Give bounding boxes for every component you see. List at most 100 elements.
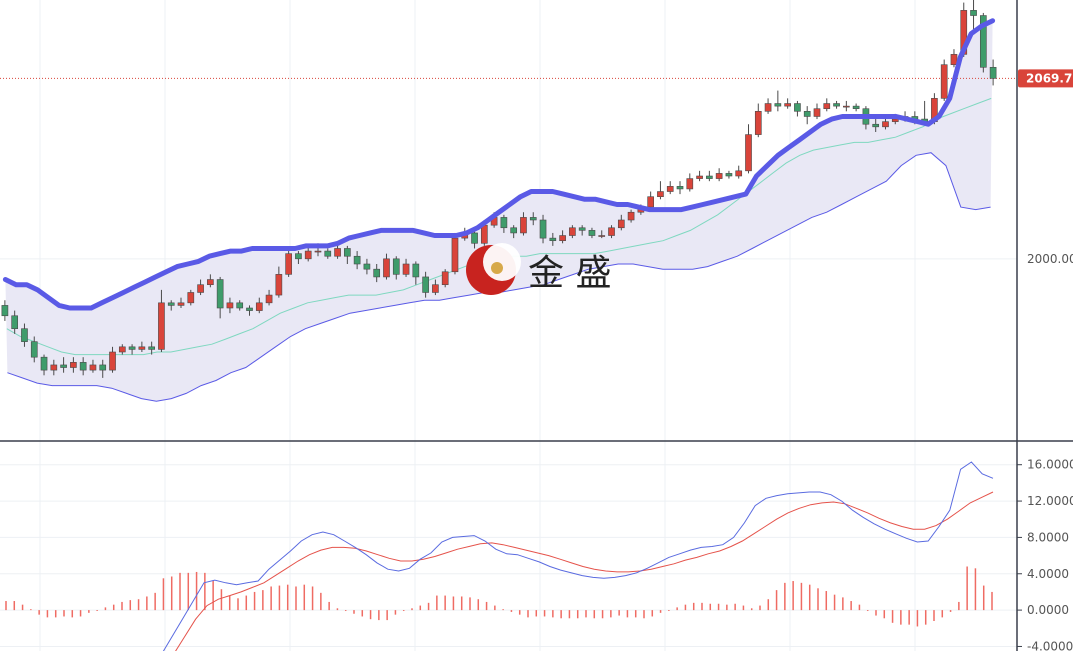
candle <box>559 230 566 244</box>
candle <box>872 119 880 132</box>
watermark: 金 盛 <box>466 243 611 295</box>
candle <box>79 357 87 376</box>
candle-body <box>872 123 880 128</box>
candle-body <box>422 276 429 293</box>
candle <box>285 248 292 277</box>
candle-body <box>30 341 38 358</box>
candle <box>813 103 821 120</box>
candle <box>608 225 615 239</box>
candle-body <box>569 227 576 236</box>
candle <box>774 90 782 112</box>
candle <box>529 212 537 226</box>
candle-body <box>50 364 58 371</box>
candle-body <box>745 134 752 172</box>
candle <box>843 100 850 112</box>
candle-body <box>148 346 155 350</box>
candle <box>539 214 547 244</box>
candle <box>794 100 801 117</box>
candle <box>373 264 381 283</box>
candle <box>21 323 28 347</box>
candle <box>1 300 9 321</box>
candle-body <box>11 315 19 330</box>
bollinger-band-fill <box>5 20 993 402</box>
candle-body <box>852 105 860 110</box>
candle-body <box>754 110 762 135</box>
candle <box>412 261 420 285</box>
candle <box>246 305 253 316</box>
candle-body <box>725 173 733 177</box>
candle <box>255 297 263 314</box>
candle-body <box>236 302 244 309</box>
candle-body <box>216 279 224 309</box>
candle <box>754 103 762 138</box>
candle-body <box>627 211 635 221</box>
price-pane[interactable]: 金 盛 <box>0 0 1017 402</box>
price-tick-label: 2000.00 <box>1027 252 1073 266</box>
candle <box>304 245 312 262</box>
candle-body <box>696 175 703 179</box>
candle <box>735 165 743 179</box>
candle <box>764 98 772 114</box>
candle <box>128 344 136 355</box>
candle-body <box>686 178 694 190</box>
candle <box>627 209 635 223</box>
candle-body <box>950 54 958 66</box>
candle <box>344 245 351 264</box>
candle-body <box>608 227 615 236</box>
candle <box>226 297 234 314</box>
candle-body <box>715 173 723 179</box>
candle-body <box>60 364 67 368</box>
macd-tick-label: -4.0000 <box>1027 639 1073 651</box>
candle <box>324 248 332 259</box>
candle-body <box>970 10 977 16</box>
candle <box>725 170 733 179</box>
candle <box>422 271 429 298</box>
candle <box>784 98 791 109</box>
candle-body <box>275 274 283 296</box>
candle <box>686 173 694 192</box>
candle <box>451 232 459 275</box>
candle-body <box>109 351 116 371</box>
candle <box>392 256 400 280</box>
candle <box>510 225 518 239</box>
candle-body <box>226 302 234 309</box>
candle <box>441 269 449 288</box>
candle-body <box>891 118 899 122</box>
candle <box>109 346 116 373</box>
candle-body <box>882 121 889 128</box>
candle-body <box>128 346 136 350</box>
candle <box>549 232 557 246</box>
candle <box>569 225 576 239</box>
candle <box>706 170 713 182</box>
candle-body <box>177 302 185 306</box>
candle <box>432 279 439 296</box>
candle <box>363 258 371 275</box>
candle <box>745 124 752 174</box>
candle-body <box>353 255 361 265</box>
candle-body <box>676 186 684 190</box>
candle-body <box>187 292 195 304</box>
candle-body <box>373 268 381 278</box>
watermark-text: 金 盛 <box>528 253 611 294</box>
macd-tick-label: 0.0000 <box>1027 603 1069 617</box>
candle-body <box>285 253 292 275</box>
candle <box>236 300 244 311</box>
candle <box>265 289 273 306</box>
candle-body <box>617 219 625 229</box>
candle-body <box>402 263 410 275</box>
macd-tick-label: 12.0000 <box>1027 494 1073 508</box>
candle <box>187 289 195 306</box>
candle-body <box>295 253 302 260</box>
candle-body <box>803 110 811 117</box>
macd-pane[interactable] <box>5 461 994 656</box>
candle-body <box>383 258 390 278</box>
candle-body <box>989 66 997 79</box>
candle-body <box>40 356 48 371</box>
macd-tick-label: 16.0000 <box>1027 458 1073 472</box>
candle <box>940 59 948 101</box>
candle <box>617 214 625 231</box>
macd-line <box>159 461 994 656</box>
candle <box>715 168 723 182</box>
candle-body <box>344 248 351 257</box>
